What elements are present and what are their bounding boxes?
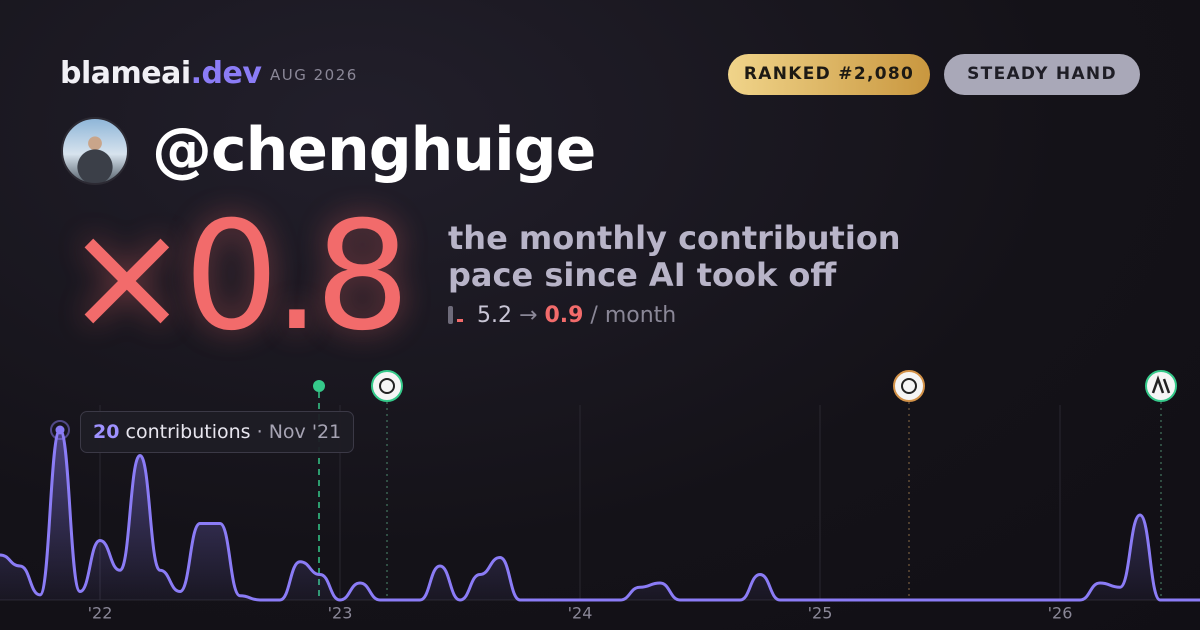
brand: blameai.dev: [60, 56, 262, 91]
x-tick-label: '25: [808, 604, 833, 623]
event-icon: [901, 378, 917, 394]
description: pace since AI took off: [448, 256, 837, 294]
style-badge: STEADY HAND: [944, 54, 1140, 95]
description: the monthly contribution: [448, 219, 901, 257]
event-icon: [379, 378, 395, 394]
before: 5.2: [477, 303, 512, 328]
tooltip-value: 20: [93, 421, 120, 443]
multiplier: ×0.8: [64, 190, 410, 364]
events: [313, 370, 1177, 600]
username: @chenghuige: [152, 115, 596, 185]
tooltip-label: contributions: [125, 421, 251, 443]
highlight-ring: [50, 420, 70, 440]
unit: / month: [590, 303, 677, 328]
rank-badge: RANKED #2,080: [728, 54, 930, 95]
highlight-point: [55, 425, 65, 435]
area: [0, 430, 1200, 600]
event-icon: [1151, 375, 1171, 394]
avatar: [61, 117, 129, 185]
event-icon: [371, 370, 403, 402]
arrow: →: [519, 303, 538, 328]
after: 0.9: [544, 303, 584, 328]
x-tick-label: '22: [88, 604, 113, 623]
date: AUG 2026: [270, 66, 358, 84]
x-tick-label: '23: [328, 604, 353, 623]
x-tick-label: '26: [1048, 604, 1073, 623]
x-tick-label: '24: [568, 604, 593, 623]
tooltip-date: Nov '21: [268, 421, 342, 443]
event-dot: [313, 380, 325, 392]
tooltip-sep: ·: [256, 421, 263, 443]
event-icon: [893, 370, 925, 402]
tooltip: 20 contributions · Nov '21: [80, 411, 355, 453]
stats: 5.2 → 0.9 / month: [448, 303, 676, 328]
line: [0, 428, 1200, 602]
